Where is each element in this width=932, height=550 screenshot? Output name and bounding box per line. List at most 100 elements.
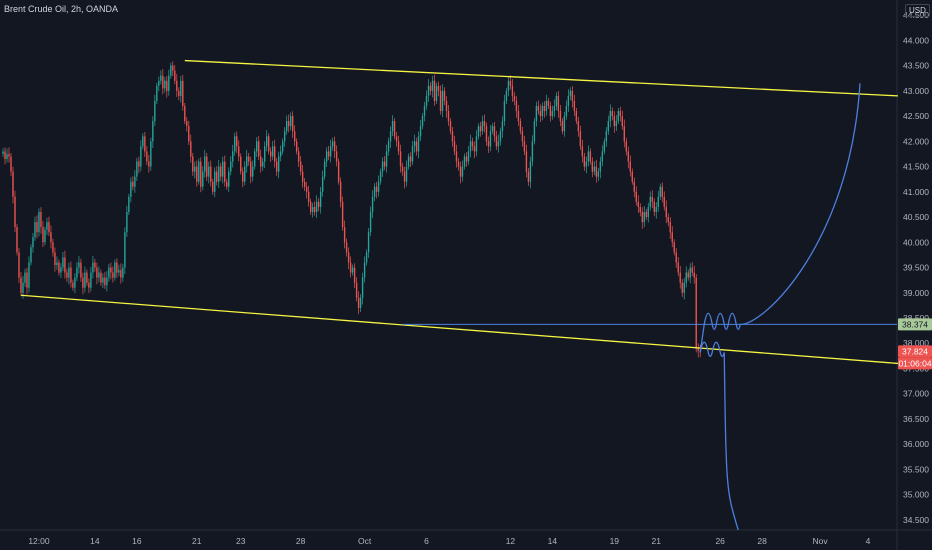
- candle-body: [643, 212, 645, 223]
- x-tick-label: 21: [192, 536, 202, 546]
- candle: [601, 145, 604, 167]
- candle-body: [451, 131, 454, 142]
- candle: [615, 115, 618, 132]
- candle: [431, 75, 434, 98]
- candle: [10, 152, 12, 176]
- candle-body: [321, 176, 324, 192]
- candle: [24, 268, 26, 287]
- candle: [445, 96, 448, 118]
- candle-body: [493, 126, 496, 137]
- candle-body: [250, 161, 252, 177]
- candle-body: [164, 80, 166, 89]
- candle-body: [24, 272, 26, 283]
- candle: [329, 139, 332, 163]
- candle: [98, 266, 100, 283]
- candle-body: [521, 131, 524, 142]
- symbol-title[interactable]: Brent Crude Oil, 2h, OANDA: [4, 4, 119, 14]
- candle: [88, 278, 90, 294]
- candle: [633, 177, 635, 198]
- candle-body: [635, 191, 637, 202]
- candle: [162, 69, 164, 95]
- candle: [543, 101, 546, 118]
- candle: [108, 263, 110, 282]
- candle: [90, 267, 92, 292]
- candle: [363, 256, 366, 283]
- candle: [451, 126, 454, 147]
- candle: [671, 226, 673, 248]
- candle: [333, 136, 336, 159]
- candle-body: [293, 131, 296, 142]
- channel-upper-line: [184, 59, 899, 97]
- candle: [423, 101, 426, 122]
- candle: [641, 207, 643, 229]
- candle-body: [160, 75, 162, 81]
- candle-body: [581, 146, 584, 157]
- y-tick-label: 41.500: [903, 162, 929, 172]
- candle: [473, 141, 476, 159]
- candle: [653, 198, 655, 217]
- candle-body: [617, 111, 620, 122]
- candle-body: [463, 156, 466, 167]
- candle-body: [281, 141, 284, 152]
- candle: [132, 176, 134, 191]
- y-tick-label: 39.500: [903, 263, 929, 273]
- candle: [553, 99, 556, 118]
- candle-body: [254, 151, 256, 167]
- candle: [503, 94, 506, 126]
- candle: [479, 121, 482, 137]
- candle-body: [459, 166, 462, 177]
- candle-body: [389, 131, 392, 142]
- currency-badge[interactable]: USD: [905, 4, 930, 17]
- candle: [555, 92, 558, 111]
- candle: [515, 96, 518, 118]
- candle-body: [567, 95, 570, 106]
- candle-body: [553, 106, 556, 112]
- candle-body: [509, 80, 512, 86]
- y-tick-label: 38.500: [903, 313, 929, 323]
- candle: [148, 154, 150, 173]
- candle: [401, 162, 404, 176]
- candle-body: [347, 252, 350, 263]
- candle: [593, 161, 596, 176]
- candle-body: [573, 100, 576, 112]
- candle: [523, 135, 526, 156]
- candle-body: [327, 151, 330, 157]
- candle: [447, 104, 450, 126]
- candle: [160, 70, 162, 85]
- candle-body: [369, 212, 372, 233]
- y-tick-label: 42.000: [903, 136, 929, 146]
- candle: [6, 148, 8, 163]
- candle-body: [309, 201, 312, 212]
- candle-body: [557, 95, 560, 112]
- candle: [168, 69, 170, 96]
- candle: [260, 149, 262, 173]
- candle: [679, 265, 681, 289]
- candle: [669, 217, 671, 239]
- candle-body: [661, 186, 663, 197]
- candle-body: [307, 191, 310, 202]
- last-price-tag-text: 37.824: [902, 346, 928, 356]
- candle-body: [96, 267, 98, 278]
- candle-body: [373, 186, 376, 197]
- candle: [589, 148, 592, 165]
- candle-body: [453, 141, 456, 152]
- candle: [575, 108, 578, 125]
- candle-body: [697, 348, 699, 351]
- candle: [166, 75, 168, 98]
- x-tick-label: Oct: [358, 536, 372, 546]
- candle: [675, 248, 677, 268]
- candle-body: [429, 85, 432, 91]
- candle: [74, 273, 76, 294]
- candle-body: [333, 141, 336, 152]
- candle: [637, 195, 639, 214]
- candle-body: [273, 146, 276, 162]
- candle: [303, 178, 306, 192]
- candle-body: [36, 222, 38, 233]
- candle: [299, 156, 302, 176]
- candle-body: [669, 222, 671, 233]
- candle-body: [224, 161, 226, 182]
- candle: [220, 162, 222, 181]
- candle-body: [501, 121, 504, 132]
- candle-body: [68, 267, 70, 278]
